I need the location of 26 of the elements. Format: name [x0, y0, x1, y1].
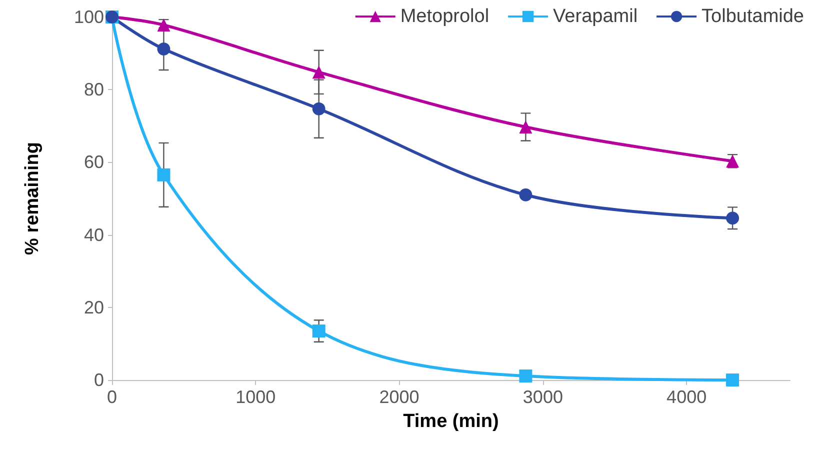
y-tick-label: 0	[94, 370, 104, 390]
point	[726, 212, 740, 225]
point	[312, 324, 326, 338]
x-axis-title: Time (min)	[403, 411, 499, 432]
x-tick-label: 3000	[522, 387, 563, 407]
legend-label: Metoprolol	[400, 6, 490, 27]
y-tick-label: 20	[84, 297, 104, 318]
y-tick-label: 60	[84, 152, 104, 172]
y-axis-title: % remaining	[22, 142, 43, 255]
point	[312, 66, 326, 79]
point	[157, 42, 170, 56]
point	[312, 102, 326, 116]
y-tick-label: 40	[84, 224, 104, 245]
x-tick-label: 4000	[666, 387, 707, 407]
x-tick-label: 2000	[379, 387, 420, 407]
point	[519, 188, 532, 202]
point	[157, 168, 170, 182]
legend-label: Tolbutamide	[702, 6, 804, 27]
x-tick-label: 0	[106, 387, 118, 407]
y-tick-label: 100	[74, 7, 104, 27]
legend-label: Verapamil	[553, 6, 638, 27]
point	[726, 374, 740, 386]
point	[519, 120, 532, 134]
x-tick-label: 1000	[236, 387, 276, 407]
point	[519, 370, 532, 383]
y-tick-label: 80	[84, 80, 104, 100]
